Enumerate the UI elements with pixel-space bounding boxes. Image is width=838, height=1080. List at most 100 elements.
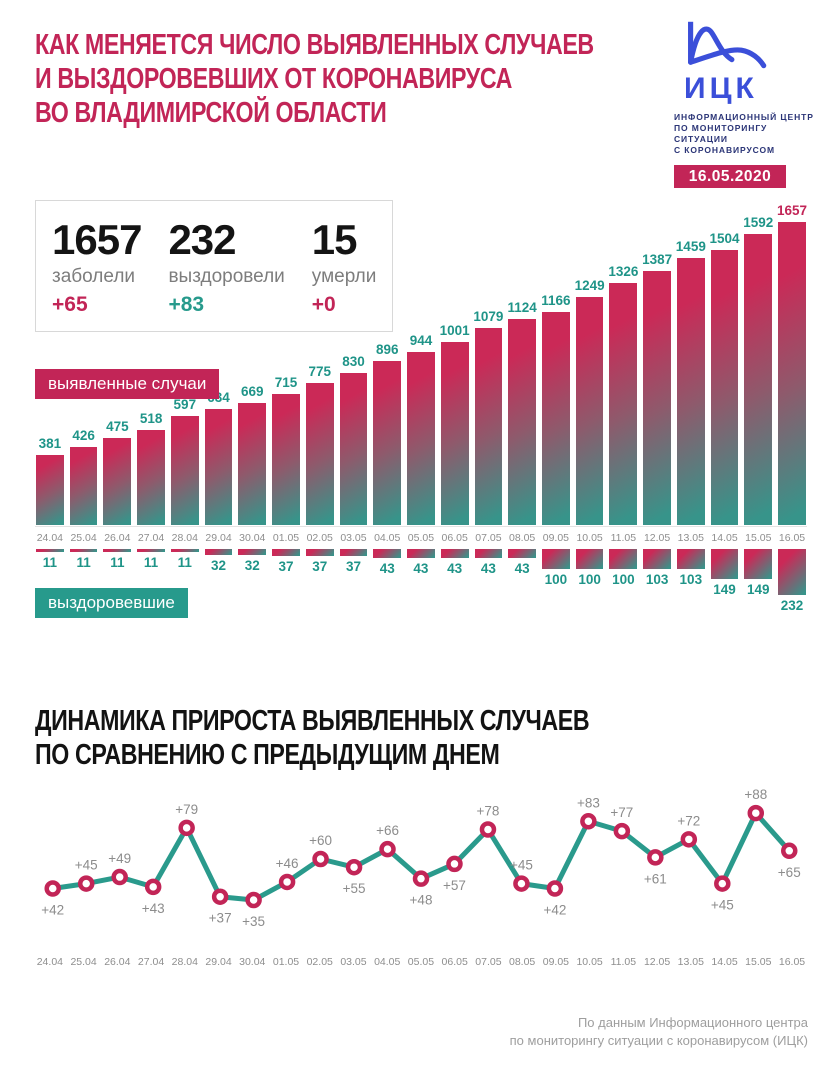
bar-column: 518: [137, 222, 165, 525]
recovered-bar-column: 37: [272, 549, 300, 574]
bar-column: 715: [272, 222, 300, 525]
bar-column: 669: [238, 222, 267, 525]
line-point-value-label: +72: [677, 813, 700, 828]
recovered-bar-column: 103: [676, 549, 705, 587]
cases-bar-value-label: 715: [274, 375, 298, 390]
cases-bar: [272, 394, 300, 525]
page-title-line2: И ВЫЗДОРОВЕВШИХ ОТ КОРОНАВИРУСА: [35, 63, 512, 95]
recovered-bar-value-label: 43: [379, 561, 395, 576]
date-label: 02.05: [306, 956, 333, 968]
line-chart-date-axis: 24.04 25.04 26.04 27.04 28.04 29.04 30.04 01.05…: [36, 956, 806, 968]
cases-bar: [778, 222, 806, 525]
line-point-value-label: +55: [343, 881, 366, 896]
cases-bar: [170, 416, 199, 525]
recovered-bar-column: 43: [440, 549, 469, 576]
line-point-marker: [446, 855, 463, 873]
line-point-value-label: +61: [644, 871, 667, 886]
bar-column: 1079: [473, 222, 503, 525]
date-label: 12.05: [643, 532, 671, 544]
date-label: 10.05: [576, 956, 603, 968]
line-point-value-label: +66: [376, 823, 399, 838]
logo-subtitle-line1: ИНФОРМАЦИОННЫЙ ЦЕНТР: [674, 112, 814, 122]
recovered-legend-badge: выздоровевшие: [35, 588, 188, 618]
line-point-marker: [580, 813, 597, 830]
bar-column: 381: [36, 222, 64, 525]
cases-bar: [676, 258, 705, 525]
date-label: 05.05: [407, 532, 435, 544]
line-point-marker: [211, 888, 229, 905]
cases-bar: [137, 430, 165, 525]
cases-bar-value-label: 775: [308, 364, 332, 379]
line-point-value-label: +48: [410, 893, 433, 908]
recovered-bar-value-label: 11: [143, 555, 159, 570]
recovered-bar: [170, 549, 199, 552]
cases-bar-value-label: 475: [106, 419, 129, 434]
cases-bar: [609, 283, 638, 525]
cases-bar-value-label: 1001: [439, 323, 470, 338]
date-label: 12.05: [643, 956, 671, 968]
recovered-bar-value-label: 32: [244, 558, 260, 573]
recovered-bar: [339, 549, 368, 556]
cases-bar-value-label: 1387: [642, 252, 673, 267]
bar-column: 1249: [575, 222, 605, 525]
line-point-marker: [546, 880, 564, 897]
cases-bar-value-label: 518: [139, 411, 163, 426]
recovered-bar-value-label: 37: [278, 559, 294, 574]
recovered-bar-column: 103: [643, 549, 671, 587]
date-label: 02.05: [306, 532, 333, 544]
bar-column: 775: [305, 222, 334, 525]
line-point-marker: [345, 858, 363, 876]
line-point-marker: [278, 873, 296, 891]
line-point-marker: [647, 849, 664, 866]
logo-curve-icon: [688, 21, 767, 69]
line-point-marker: [111, 868, 128, 886]
stat-died-value: 15: [311, 216, 358, 263]
recovered-bar: [643, 549, 671, 569]
cases-bar-value-label: 1592: [743, 215, 774, 230]
date-label: 04.05: [374, 532, 401, 544]
stat-died-delta: +0: [311, 293, 336, 316]
date-label: 30.04: [239, 532, 266, 544]
date-label: 01.05: [272, 532, 300, 544]
recovered-bar-column: 32: [204, 549, 233, 573]
chart-baseline: [35, 526, 807, 527]
source-note-line1: По данным Информационного центра: [577, 1015, 808, 1030]
recovered-bar-value-label: 37: [345, 559, 361, 574]
line-point-value-label: +78: [477, 803, 500, 818]
recovered-bar-value-label: 11: [42, 555, 57, 570]
recovered-bar: [69, 549, 98, 552]
cases-bar-value-label: 1657: [777, 203, 808, 218]
line-point-value-label: +77: [610, 805, 633, 820]
source-note: По данным Информационного центра по мони…: [510, 1014, 808, 1050]
date-label: 14.05: [711, 532, 738, 544]
cases-bar: [440, 342, 469, 525]
line-point-value-label: +42: [543, 903, 566, 918]
cases-bar: [204, 409, 233, 525]
line-point-value-label: +49: [108, 851, 131, 866]
logo-subtitle: ИНФОРМАЦИОННЫЙ ЦЕНТР ПО МОНИТОРИНГУ СИТУ…: [674, 112, 822, 156]
line-point-marker: [379, 840, 396, 858]
date-label: 26.04: [104, 956, 131, 968]
date-label: 09.05: [542, 532, 570, 544]
recovered-bar: [272, 549, 300, 556]
recovered-bar: [137, 549, 165, 552]
recovered-bar: [474, 549, 503, 558]
recovered-bar-value-label: 149: [713, 582, 736, 597]
recovered-bar-value-label: 103: [645, 572, 669, 587]
recovered-bar: [204, 549, 233, 555]
cases-bar: [238, 403, 267, 525]
bar-column: 830: [339, 222, 368, 525]
bar-column: 475: [103, 222, 132, 525]
stats-box: 1657 заболели +65 232 выздоровели +83 15…: [35, 200, 393, 332]
stat-recovered-value: 232: [168, 216, 236, 263]
date-label: 08.05: [509, 956, 536, 968]
date-label: 16.05: [778, 532, 806, 544]
date-label: 27.04: [137, 956, 165, 968]
cases-bar-value-label: 597: [173, 397, 197, 412]
recovered-bar-value-label: 232: [780, 598, 804, 613]
line-point-value-label: +65: [778, 865, 801, 880]
cases-bar: [69, 447, 98, 525]
cases-bar: [643, 271, 671, 525]
date-label: 29.04: [205, 532, 232, 544]
